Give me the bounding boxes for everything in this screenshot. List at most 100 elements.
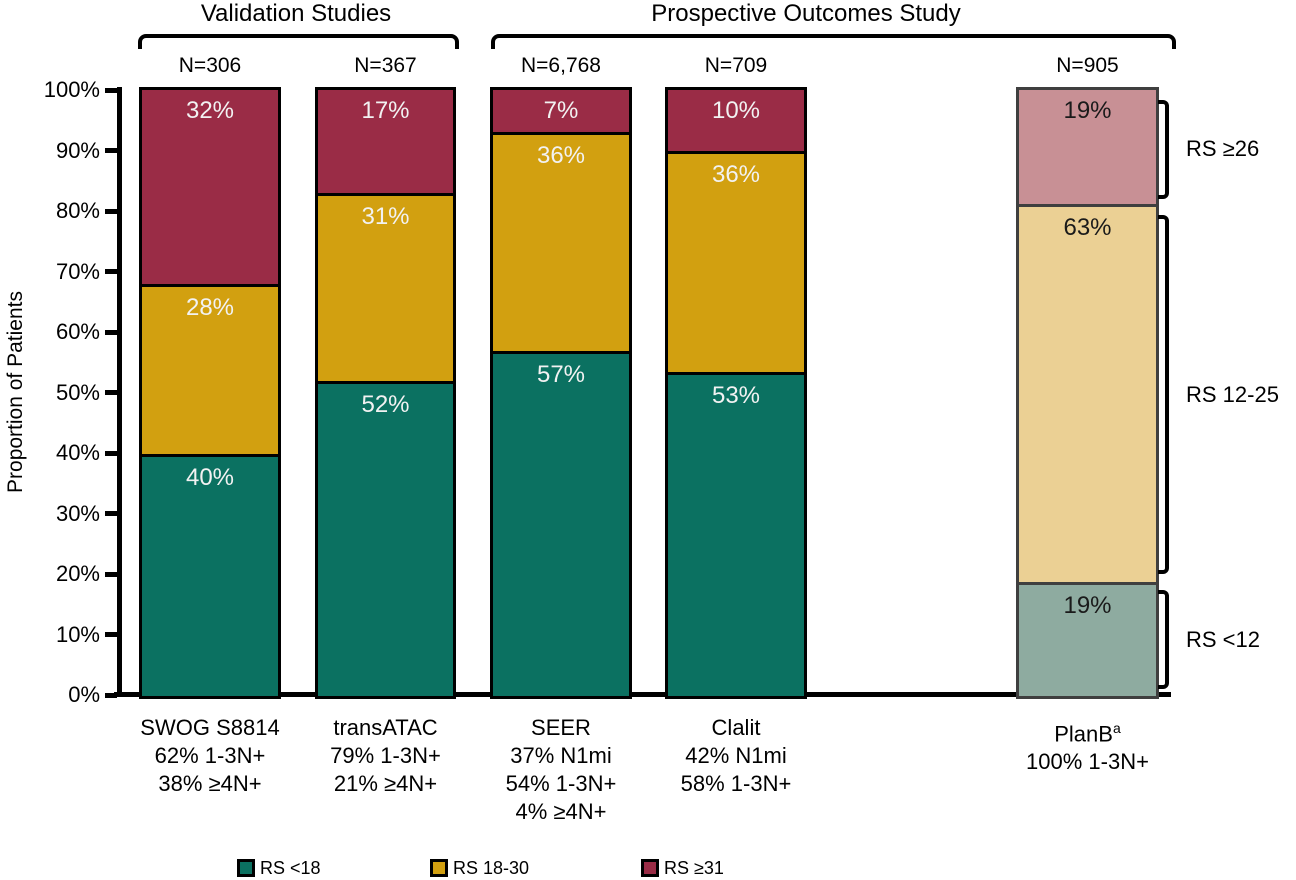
bar-x-label-line: 54% 1-3N+: [505, 771, 617, 796]
bar-n-label: N=905: [1056, 54, 1119, 77]
y-axis-line: [117, 87, 122, 697]
y-tick-mark: [105, 329, 117, 335]
y-tick-mark: [105, 692, 117, 698]
bar-x-label: SEER 37% N1mi 54% 1-3N+ 4% ≥4N+: [506, 714, 617, 826]
group-title: Prospective Outcomes Study: [651, 0, 961, 27]
bar-x-label-line: 58% 1-3N+: [680, 771, 792, 796]
segment-value-label: 19%: [1063, 592, 1112, 619]
group-title: Validation Studies: [200, 0, 392, 27]
legend-swatch: [641, 859, 659, 877]
y-tick-mark: [105, 208, 117, 214]
segment-value-label: 32%: [185, 97, 235, 124]
bar-x-label: PlanBa 100% 1-3N+: [1026, 714, 1149, 776]
bar-seer: 7% 36% 57%: [490, 87, 632, 699]
y-tick-label: 80%: [55, 198, 100, 223]
bar-n-label: N=709: [704, 54, 768, 77]
y-tick-mark: [105, 450, 117, 456]
bar-x-label-line: transATAC: [333, 715, 438, 740]
y-tick-label: 40%: [55, 440, 100, 465]
rs-range-bracket: [1158, 590, 1169, 689]
group-bracket: [491, 34, 1176, 49]
bar-segment: 19%: [1019, 582, 1156, 696]
segment-value-label: 40%: [185, 463, 235, 491]
bar-segment: 36%: [493, 132, 629, 351]
y-tick-label: 30%: [55, 500, 100, 526]
bar-segment: 28%: [142, 283, 278, 454]
segment-value-label: 10%: [711, 97, 761, 124]
bar-x-label: transATAC 79% 1-3N+ 21% ≥4N+: [330, 714, 441, 798]
y-tick-label: 60%: [55, 319, 100, 344]
y-tick-label: 100%: [43, 77, 100, 102]
bar-segment: 63%: [1019, 204, 1156, 582]
bar-segment: 17%: [318, 90, 453, 194]
bar-x-label-line: PlanBa: [1054, 720, 1121, 747]
bar-segment: 52%: [318, 380, 453, 696]
bar-clalit: 10% 36% 53%: [665, 87, 807, 699]
bar-planb: 19% 63% 19%: [1016, 87, 1159, 699]
y-tick-mark: [105, 269, 117, 274]
bar-x-label-line: SEER: [531, 715, 591, 740]
bar-n-label: N=6,768: [521, 54, 601, 77]
bar-x-label-line: SWOG S8814: [140, 715, 280, 740]
segment-value-label: 36%: [536, 142, 586, 170]
legend-label: RS <18: [260, 858, 321, 878]
rs-range-label: RS <12: [1186, 626, 1260, 652]
rs-range-bracket: [1158, 214, 1169, 575]
segment-value-label: 19%: [1063, 97, 1112, 124]
y-tick-label: 70%: [55, 258, 100, 284]
rs-range-bracket: [1158, 100, 1169, 199]
legend-swatch: [430, 859, 448, 877]
rs-range-label: RS ≥26: [1186, 136, 1260, 162]
y-tick-label: 20%: [55, 561, 100, 586]
y-tick-mark: [105, 148, 117, 153]
bar-segment: 32%: [142, 90, 278, 284]
x-axis-line: [114, 692, 1171, 697]
bar-x-label-line: 37% N1mi: [510, 743, 612, 768]
segment-value-label: 63%: [1063, 214, 1112, 241]
segment-value-label: 28%: [185, 293, 235, 321]
segment-value-label: 7%: [543, 97, 579, 124]
segment-value-label: 36%: [711, 161, 761, 189]
y-tick-mark: [105, 571, 117, 577]
y-tick-label: 0%: [68, 682, 100, 707]
y-tick-label: 10%: [55, 621, 100, 647]
rs-range-label: RS 12-25: [1186, 381, 1279, 407]
legend-item: RS ≥31: [641, 859, 724, 877]
y-tick-label: 90%: [55, 137, 100, 163]
segment-value-label: 17%: [361, 97, 410, 124]
bar-x-label-line: 38% ≥4N+: [158, 771, 262, 796]
bar-x-label-line: 100% 1-3N+: [1026, 749, 1149, 775]
segment-value-label: 57%: [536, 360, 586, 388]
bar-segment: 53%: [668, 371, 804, 696]
group-bracket: [138, 34, 459, 49]
bar-segment: 40%: [142, 453, 278, 696]
bar-segment: 19%: [1019, 90, 1156, 204]
legend-label: RS 18-30: [453, 858, 530, 878]
y-tick-mark: [105, 511, 117, 516]
y-tick-mark: [105, 87, 117, 93]
footnote-marker: a: [1112, 720, 1121, 736]
bar-x-label-line: 79% 1-3N+: [330, 743, 441, 768]
bar-segment: 31%: [318, 193, 453, 381]
bar-segment: 57%: [493, 350, 629, 696]
bar-segment: 7%: [493, 90, 629, 133]
bar-x-label-line: 21% ≥4N+: [333, 771, 438, 796]
bar-swog-s8814: 32% 28% 40%: [139, 87, 281, 699]
bar-segment: 10%: [668, 90, 804, 152]
bar-x-label-line: 4% ≥4N+: [515, 799, 607, 824]
segment-value-label: 31%: [361, 203, 410, 231]
y-tick-mark: [105, 390, 117, 395]
legend-item: RS 18-30: [430, 859, 529, 877]
bar-segment: 36%: [668, 151, 804, 372]
bar-x-label-line: 42% N1mi: [685, 743, 787, 768]
y-tick-mark: [105, 632, 117, 637]
bar-transatac: 17% 31% 52%: [315, 87, 456, 699]
segment-value-label: 53%: [711, 381, 761, 409]
legend-item: RS <18: [237, 859, 321, 877]
bar-n-label: N=306: [178, 54, 242, 77]
bar-n-label: N=367: [354, 54, 417, 77]
bar-x-label: Clalit 42% N1mi 58% 1-3N+: [681, 714, 792, 798]
legend-label: RS ≥31: [664, 858, 724, 878]
bar-x-label-line: 62% 1-3N+: [154, 743, 266, 768]
bar-x-label: SWOG S8814 62% 1-3N+ 38% ≥4N+: [140, 714, 279, 798]
